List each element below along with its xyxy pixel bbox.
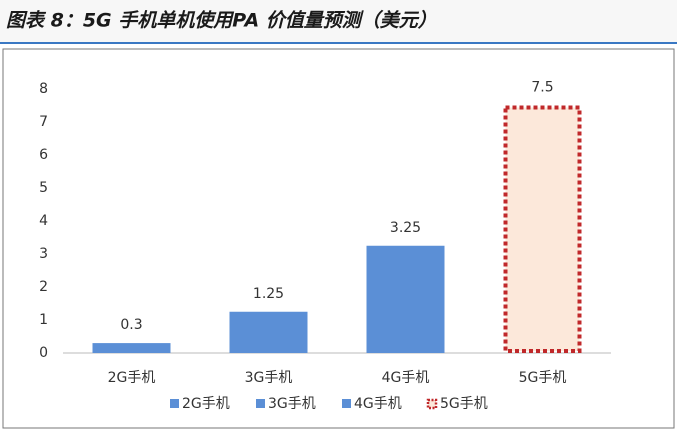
y-tick-label: 2: [39, 279, 48, 295]
bar: [229, 311, 308, 353]
bar: [92, 343, 171, 353]
y-tick-label: 8: [39, 81, 48, 97]
legend-swatch: [256, 399, 265, 408]
legend-label: 2G手机: [182, 396, 230, 412]
data-label: 3.25: [390, 220, 421, 236]
y-tick-label: 6: [39, 147, 48, 163]
x-tick-label: 3G手机: [245, 370, 293, 386]
y-tick-label: 3: [39, 246, 48, 262]
legend-swatch: [426, 398, 438, 410]
x-tick-label: 4G手机: [382, 370, 430, 386]
legend-label: 4G手机: [354, 396, 402, 412]
data-label: 7.5: [531, 80, 553, 96]
bar: [366, 245, 445, 353]
legend-label: 3G手机: [268, 396, 316, 412]
x-tick-label: 2G手机: [108, 370, 156, 386]
header-title: 图表 8：5G 手机单机使用PA 价值量预测（美元）: [6, 10, 437, 32]
x-tick-label: 5G手机: [519, 370, 567, 386]
y-tick-label: 4: [39, 213, 48, 229]
legend-swatch: [342, 399, 351, 408]
y-tick-label: 5: [39, 180, 48, 196]
legend-swatch: [170, 399, 179, 408]
y-tick-label: 0: [39, 345, 48, 361]
bar: [503, 105, 582, 353]
data-label: 0.3: [120, 317, 142, 333]
data-label: 1.25: [253, 286, 284, 302]
y-tick-label: 1: [39, 312, 48, 328]
y-tick-label: 7: [39, 114, 48, 130]
legend-label: 5G手机: [440, 396, 488, 412]
header-bg: [0, 0, 677, 42]
